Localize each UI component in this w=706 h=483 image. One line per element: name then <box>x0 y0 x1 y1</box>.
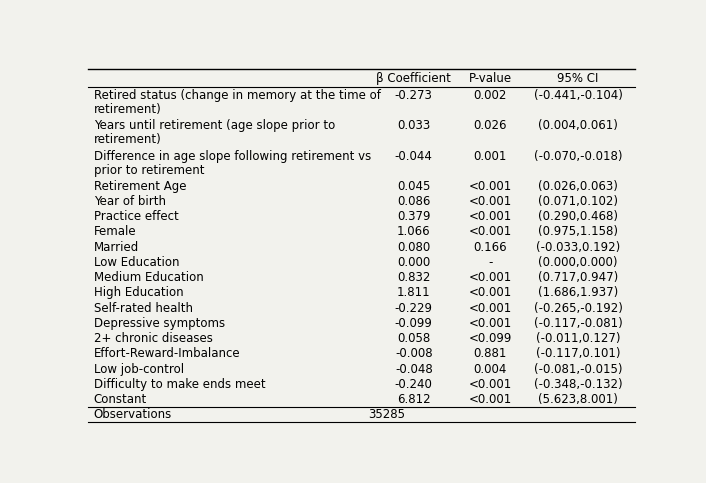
Text: 0.004: 0.004 <box>474 363 507 376</box>
Text: -0.044: -0.044 <box>395 150 433 163</box>
Text: prior to retirement: prior to retirement <box>94 164 204 177</box>
Text: (0.004,0.061): (0.004,0.061) <box>538 119 618 132</box>
Text: 0.166: 0.166 <box>474 241 507 254</box>
Text: (-0.011,0.127): (-0.011,0.127) <box>536 332 620 345</box>
Text: -0.240: -0.240 <box>395 378 433 391</box>
Text: 0.026: 0.026 <box>474 119 507 132</box>
Text: (-0.033,0.192): (-0.033,0.192) <box>536 241 620 254</box>
Text: 35285: 35285 <box>368 408 405 421</box>
Text: Effort-Reward-Imbalance: Effort-Reward-Imbalance <box>94 347 240 360</box>
Text: <0.001: <0.001 <box>469 301 512 314</box>
Text: Practice effect: Practice effect <box>94 210 179 223</box>
Text: 0.000: 0.000 <box>397 256 431 269</box>
Text: Low job-control: Low job-control <box>94 363 184 376</box>
Text: (-0.070,-0.018): (-0.070,-0.018) <box>534 150 622 163</box>
Text: Medium Education: Medium Education <box>94 271 203 284</box>
Text: Year of birth: Year of birth <box>94 195 166 208</box>
Text: Constant: Constant <box>94 393 147 406</box>
Text: <0.099: <0.099 <box>469 332 512 345</box>
Text: 0.001: 0.001 <box>474 150 507 163</box>
Text: -0.273: -0.273 <box>395 89 433 102</box>
Text: 0.881: 0.881 <box>474 347 507 360</box>
Text: 0.033: 0.033 <box>397 119 431 132</box>
Text: 0.045: 0.045 <box>397 180 431 193</box>
Text: <0.001: <0.001 <box>469 210 512 223</box>
Text: -: - <box>489 256 493 269</box>
Text: 2+ chronic diseases: 2+ chronic diseases <box>94 332 213 345</box>
Text: (-0.348,-0.132): (-0.348,-0.132) <box>534 378 622 391</box>
Text: Depressive symptoms: Depressive symptoms <box>94 317 225 330</box>
Text: Years until retirement (age slope prior to: Years until retirement (age slope prior … <box>94 119 335 132</box>
Text: 0.086: 0.086 <box>397 195 431 208</box>
Text: (-0.117,-0.081): (-0.117,-0.081) <box>534 317 622 330</box>
Text: Self-rated health: Self-rated health <box>94 301 193 314</box>
Text: (0.717,0.947): (0.717,0.947) <box>538 271 618 284</box>
Text: <0.001: <0.001 <box>469 393 512 406</box>
Text: <0.001: <0.001 <box>469 226 512 238</box>
Text: 1.811: 1.811 <box>397 286 431 299</box>
Text: <0.001: <0.001 <box>469 317 512 330</box>
Text: (-0.117,0.101): (-0.117,0.101) <box>536 347 620 360</box>
Text: (-0.441,-0.104): (-0.441,-0.104) <box>534 89 623 102</box>
Text: <0.001: <0.001 <box>469 180 512 193</box>
Text: Retired status (change in memory at the time of: Retired status (change in memory at the … <box>94 89 381 102</box>
Text: (0.026,0.063): (0.026,0.063) <box>538 180 618 193</box>
Text: 95% CI: 95% CI <box>557 72 599 85</box>
Text: -0.229: -0.229 <box>395 301 433 314</box>
Text: <0.001: <0.001 <box>469 378 512 391</box>
Text: 0.058: 0.058 <box>397 332 431 345</box>
Text: -0.099: -0.099 <box>395 317 433 330</box>
Text: 0.002: 0.002 <box>474 89 507 102</box>
Text: retirement): retirement) <box>94 133 162 146</box>
Text: 0.080: 0.080 <box>397 241 431 254</box>
Text: (0.290,0.468): (0.290,0.468) <box>538 210 618 223</box>
Text: β Coefficient: β Coefficient <box>376 72 451 85</box>
Text: Retirement Age: Retirement Age <box>94 180 186 193</box>
Text: -0.048: -0.048 <box>395 363 433 376</box>
Text: (-0.265,-0.192): (-0.265,-0.192) <box>534 301 623 314</box>
Text: 0.379: 0.379 <box>397 210 431 223</box>
Text: retirement): retirement) <box>94 103 162 116</box>
Text: Married: Married <box>94 241 139 254</box>
Text: (1.686,1.937): (1.686,1.937) <box>538 286 618 299</box>
Text: P-value: P-value <box>469 72 512 85</box>
Text: High Education: High Education <box>94 286 184 299</box>
Text: (-0.081,-0.015): (-0.081,-0.015) <box>534 363 622 376</box>
Text: Observations: Observations <box>94 408 172 421</box>
Text: -0.008: -0.008 <box>395 347 433 360</box>
Text: (0.975,1.158): (0.975,1.158) <box>538 226 618 238</box>
Text: (5.623,8.001): (5.623,8.001) <box>538 393 618 406</box>
Text: Low Education: Low Education <box>94 256 179 269</box>
Text: 0.832: 0.832 <box>397 271 431 284</box>
Text: <0.001: <0.001 <box>469 195 512 208</box>
Text: 6.812: 6.812 <box>397 393 431 406</box>
Text: Difficulty to make ends meet: Difficulty to make ends meet <box>94 378 265 391</box>
Text: 1.066: 1.066 <box>397 226 431 238</box>
Text: Female: Female <box>94 226 136 238</box>
Text: <0.001: <0.001 <box>469 286 512 299</box>
Text: (0.071,0.102): (0.071,0.102) <box>538 195 618 208</box>
Text: Difference in age slope following retirement vs: Difference in age slope following retire… <box>94 150 371 163</box>
Text: (0.000,0.000): (0.000,0.000) <box>538 256 618 269</box>
Text: <0.001: <0.001 <box>469 271 512 284</box>
